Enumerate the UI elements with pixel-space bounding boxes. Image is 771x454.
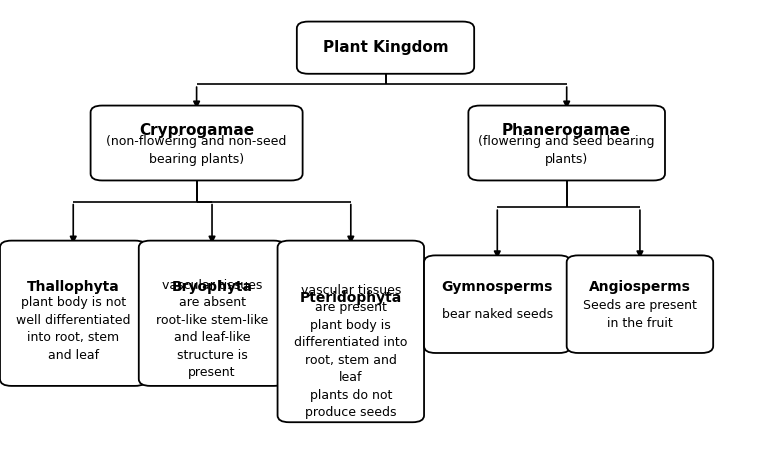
Text: vascular tissues
are present
plant body is
differentiated into
root, stem and
le: vascular tissues are present plant body … [294, 284, 408, 419]
Text: Bryophyta: Bryophyta [171, 280, 253, 294]
Text: Cryprogamae: Cryprogamae [139, 123, 254, 138]
Text: bear naked seeds: bear naked seeds [442, 308, 553, 321]
Text: Thallophyta: Thallophyta [27, 280, 120, 294]
Text: (flowering and seed bearing
plants): (flowering and seed bearing plants) [479, 135, 655, 166]
Text: Gymnosperms: Gymnosperms [442, 281, 553, 294]
FancyBboxPatch shape [424, 255, 571, 353]
FancyBboxPatch shape [0, 241, 146, 386]
FancyBboxPatch shape [468, 105, 665, 180]
Text: Plant Kingdom: Plant Kingdom [323, 40, 448, 55]
FancyBboxPatch shape [91, 105, 302, 180]
FancyBboxPatch shape [297, 21, 474, 74]
Text: Phanerogamae: Phanerogamae [502, 123, 631, 138]
Text: (non-flowering and non-seed
bearing plants): (non-flowering and non-seed bearing plan… [106, 135, 287, 166]
Text: Seeds are present
in the fruit: Seeds are present in the fruit [583, 299, 697, 330]
Text: vascular tissues
are absent
root-like stem-like
and leaf-like
structure is
prese: vascular tissues are absent root-like st… [156, 279, 268, 379]
Text: Pteridophyta: Pteridophyta [300, 291, 402, 305]
Text: Angiosperms: Angiosperms [589, 281, 691, 294]
FancyBboxPatch shape [567, 255, 713, 353]
FancyBboxPatch shape [278, 241, 424, 422]
FancyBboxPatch shape [139, 241, 285, 386]
Text: plant body is not
well differentiated
into root, stem
and leaf: plant body is not well differentiated in… [16, 296, 130, 362]
